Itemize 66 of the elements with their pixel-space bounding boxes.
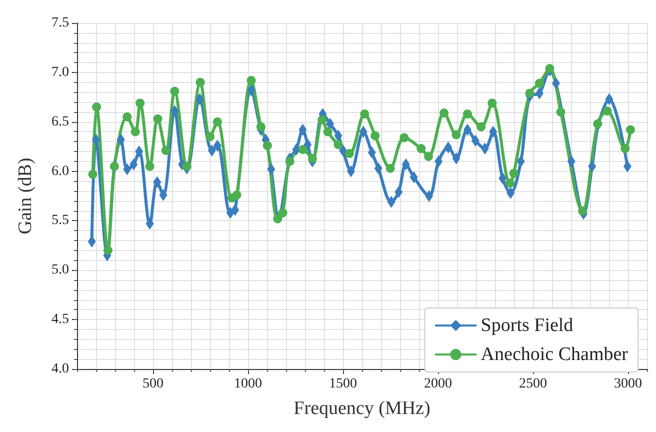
point	[509, 168, 518, 178]
point	[318, 115, 327, 124]
point	[370, 131, 380, 140]
point	[360, 109, 370, 118]
x-tick-label: 1000	[234, 376, 262, 392]
x-tick-label: 2500	[519, 376, 547, 392]
y-tick-label: 5.5	[52, 213, 69, 228]
point	[298, 145, 308, 154]
point	[620, 144, 630, 154]
point	[278, 208, 288, 218]
y-tick-label: 7.0	[52, 64, 69, 80]
point	[246, 76, 256, 85]
point	[386, 164, 395, 173]
point	[626, 125, 635, 134]
point	[212, 117, 222, 126]
y-tick-label: 6.5	[52, 114, 69, 130]
point	[256, 122, 266, 132]
point	[556, 107, 566, 116]
point	[196, 78, 205, 87]
x-tick-label: 1500	[329, 376, 357, 392]
point	[182, 162, 192, 171]
point	[103, 246, 112, 255]
y-tick-label: 4.5	[52, 312, 69, 328]
point	[334, 140, 343, 150]
point	[578, 206, 588, 216]
x-tick-label: 2000	[424, 376, 452, 392]
point	[145, 162, 154, 171]
point	[400, 133, 409, 142]
point	[462, 109, 472, 118]
point	[88, 170, 98, 179]
point	[344, 148, 354, 158]
point	[153, 114, 162, 124]
point	[424, 152, 433, 161]
point	[273, 214, 282, 224]
point	[92, 102, 102, 112]
x-axis-title: Frequency (MHz)	[294, 398, 430, 419]
y-tick-label: 7.5	[52, 16, 69, 30]
legend-label: Sports Field	[480, 315, 574, 336]
point	[136, 98, 145, 108]
point	[232, 190, 242, 200]
point	[602, 106, 612, 116]
legend-label: Anechoic Chamber	[480, 344, 629, 365]
y-tick-label: 6.0	[52, 164, 69, 179]
point	[308, 154, 317, 163]
point	[161, 146, 170, 156]
point	[285, 156, 294, 166]
y-axis-title: Gain (dB)	[15, 158, 36, 234]
y-tick-label: 5.0	[52, 262, 69, 278]
point	[440, 108, 449, 118]
point	[488, 98, 497, 108]
x-tick-label: 3000	[614, 376, 642, 392]
point	[170, 86, 180, 96]
point	[476, 122, 486, 132]
point	[452, 130, 461, 140]
point	[525, 88, 534, 98]
point	[545, 64, 554, 73]
point	[130, 127, 140, 136]
point	[323, 127, 332, 136]
point	[506, 178, 515, 188]
y-tick-label: 4.0	[52, 362, 69, 376]
point	[206, 132, 214, 142]
point	[534, 78, 544, 88]
point	[416, 144, 426, 154]
x-tick-label: 500	[142, 376, 164, 392]
point	[122, 112, 132, 122]
point	[262, 141, 272, 150]
